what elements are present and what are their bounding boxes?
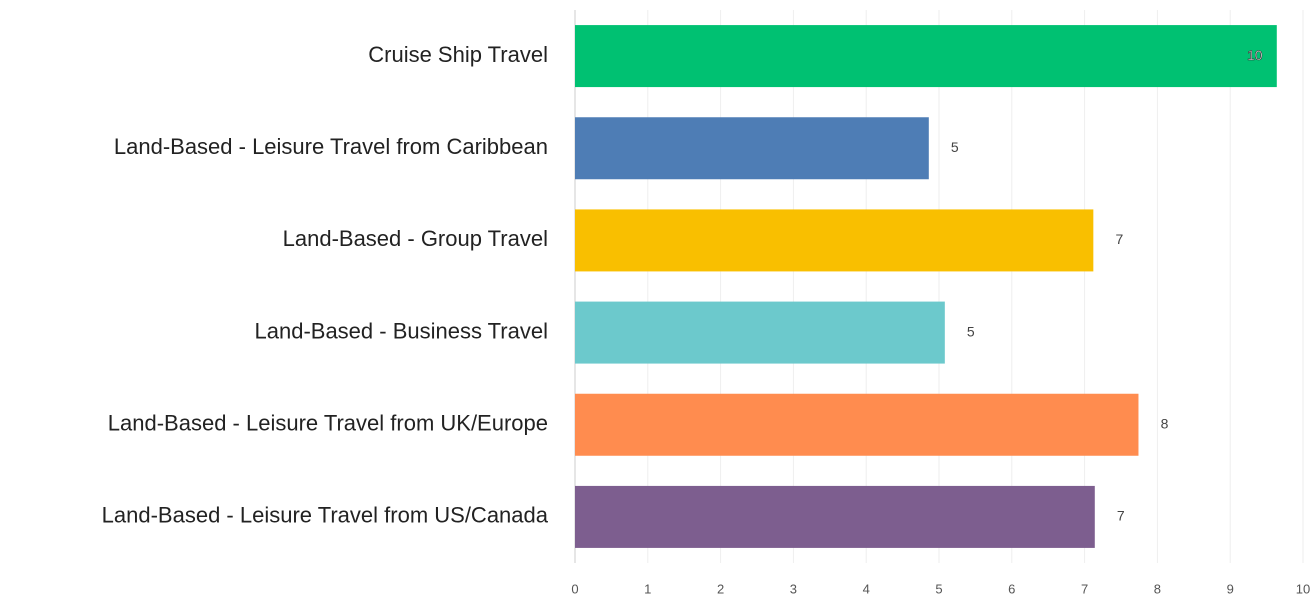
x-tick-label: 9 [1227, 581, 1234, 596]
bar [575, 117, 929, 180]
value-label: 7 [1115, 231, 1123, 247]
x-tick-label: 0 [571, 581, 578, 596]
x-tick-label: 2 [717, 581, 724, 596]
category-label: Land-Based - Leisure Travel from Caribbe… [114, 134, 548, 159]
x-tick-label: 7 [1081, 581, 1088, 596]
category-label: Land-Based - Business Travel [255, 318, 549, 343]
value-label: 5 [951, 139, 959, 155]
bar [575, 301, 945, 364]
category-label: Land-Based - Leisure Travel from UK/Euro… [108, 411, 548, 436]
x-tick-label: 10 [1296, 581, 1310, 596]
category-label: Land-Based - Group Travel [283, 226, 548, 251]
x-tick-label: 1 [644, 581, 651, 596]
value-label: 7 [1117, 508, 1125, 524]
bar [575, 485, 1095, 548]
x-tick-label: 3 [790, 581, 797, 596]
value-label: 10 [1247, 47, 1263, 63]
x-tick-label: 6 [1008, 581, 1015, 596]
x-tick-label: 5 [935, 581, 942, 596]
bar [575, 209, 1094, 272]
value-label: 8 [1161, 415, 1169, 431]
category-label: Land-Based - Leisure Travel from US/Cana… [102, 503, 549, 528]
value-label: 5 [967, 323, 975, 339]
x-tick-label: 4 [863, 581, 870, 596]
bar [575, 25, 1277, 88]
x-tick-label: 8 [1154, 581, 1161, 596]
bar [575, 393, 1139, 456]
category-label: Cruise Ship Travel [368, 42, 548, 67]
